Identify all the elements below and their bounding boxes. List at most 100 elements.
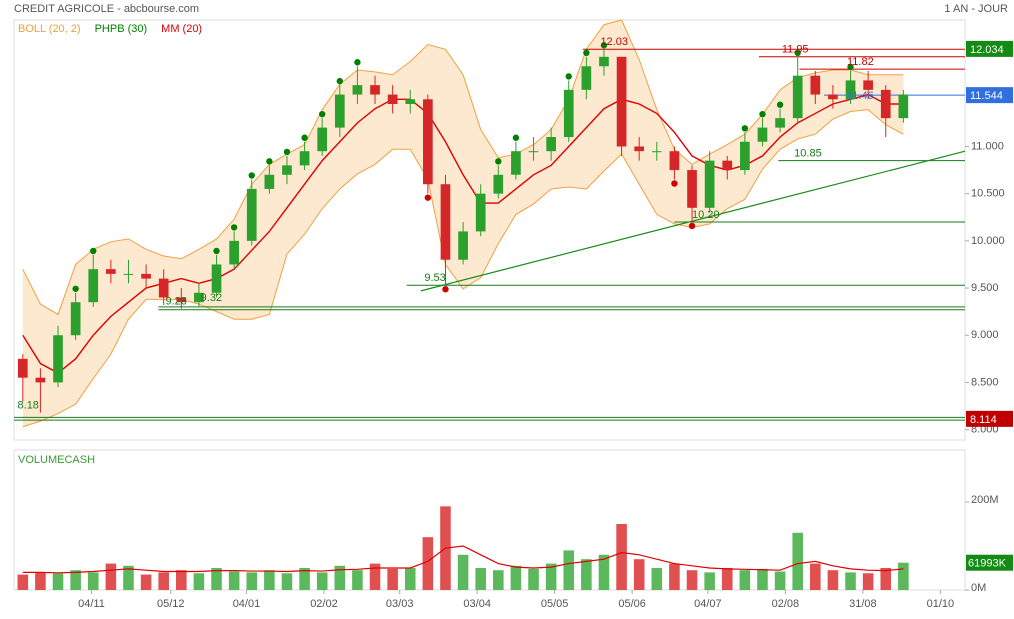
y-tick-label: 10.000 [971,235,1005,247]
annotation: 9.53 [424,272,445,284]
candle-body [581,66,592,90]
y-tick-label: 200M [971,494,999,506]
phpb-high [512,134,520,141]
price-marker-label: 12.034 [970,44,1004,56]
annotation: 8.18 [18,400,39,412]
legend-entry: BOLL (20, 2) [18,23,81,35]
volume-title: VOLUMECASH [18,454,95,466]
candle-body [17,358,28,378]
price-marker-label: 8.114 [970,414,997,426]
candle-body [704,160,715,208]
candle-body [493,174,504,194]
candle-body [546,137,556,152]
candle-body [35,377,46,383]
phpb-high [213,247,220,255]
candle-body [264,174,275,189]
candle-body [845,80,856,100]
volume-bar [510,565,522,590]
candle-body [352,85,363,95]
candle-body [563,89,574,138]
annotation: 12.03 [600,36,628,48]
volume-bar [369,563,381,590]
bollinger-upper [22,19,904,316]
volume-bar [140,574,152,590]
phpb-high [847,63,854,71]
x-tick-label: 05/12 [157,598,185,610]
candle-body [863,80,873,90]
volume-bar [87,572,99,590]
moving-average [22,93,904,374]
x-tick-label: 05/05 [541,598,569,610]
candle-body [687,170,697,208]
candle-body [299,151,310,166]
price-marker [966,40,1013,57]
volume-bar [739,570,751,590]
volume-bar [457,554,469,590]
y-tick-label: 11.000 [971,140,1004,152]
annotation: 9.32 [201,292,222,304]
candle-body [282,165,292,175]
annotation: 10.85 [794,148,822,160]
candle-body [158,278,169,298]
candle-body [651,151,662,153]
volume-bar [299,567,310,590]
volume-bar [176,570,187,590]
volume-bar [669,563,680,590]
candle-body [722,160,733,171]
volume-bar [281,573,293,590]
volume-bar [475,567,486,590]
volume-bar [387,568,398,590]
volume-bar [422,537,434,590]
x-tick-label: 31/08 [849,598,877,610]
phpb-high [565,73,572,80]
candle-body [194,292,204,303]
candle-body [423,99,433,185]
x-tick-label: 02/08 [772,598,800,610]
phpb-low [688,222,696,230]
volume-bar [493,570,504,590]
phpb-high [230,224,238,231]
candle-body [53,335,63,383]
candle-body [458,231,468,260]
period: 1 AN - JOUR [944,3,1008,15]
candle-body [757,127,768,142]
phpb-high [495,158,502,165]
volume-bar [264,570,275,590]
volume-bar [334,565,346,590]
volume-bar [352,570,363,590]
candle-body [334,94,345,128]
candle-body [475,193,486,232]
volume-bar [193,573,205,590]
y-tick-label: 10.500 [971,188,1005,200]
annotation: 11.46 [847,90,874,102]
phpb-high [90,247,97,255]
chart-title: CREDIT AGRICOLE - abcbourse.com [14,3,199,15]
annotation: 11.82 [847,56,874,68]
phpb-high [794,49,801,57]
y-tick-label: 9.000 [971,329,999,341]
candle-body [317,127,328,152]
candle-body [370,85,380,95]
phpb-high [354,59,361,66]
volume-panel [13,449,966,591]
x-tick-label: 04/01 [233,598,261,610]
legend-entry: MM (20) [161,23,202,35]
volume-bar [52,573,64,590]
candle-body [246,188,257,241]
candle-body [511,151,521,175]
volume-bar [563,550,575,590]
candle-body [528,151,539,153]
candle-body [440,184,451,260]
phpb-high [283,148,291,156]
candle-body [616,56,627,147]
volume-bar [633,559,645,590]
volume-bar [598,554,610,590]
volume-bar [158,572,169,590]
candle-body [599,56,609,67]
x-tick-label: 04/07 [694,598,722,610]
volume-bar [704,572,715,590]
candle-body [405,99,416,104]
x-tick-label: 05/06 [618,598,646,610]
candle-body [88,269,99,303]
phpb-high [759,110,766,118]
